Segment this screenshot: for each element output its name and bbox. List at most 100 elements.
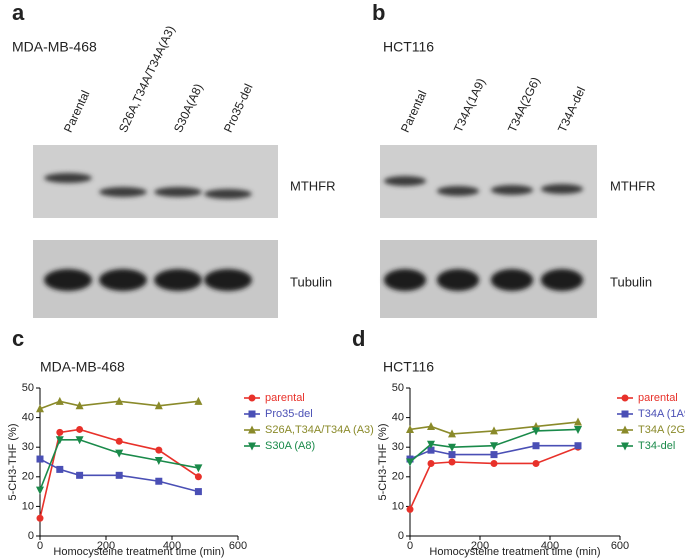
x-tick-label: 0 — [37, 540, 43, 552]
band-label: MTHFR — [290, 178, 336, 193]
data-point — [448, 429, 456, 438]
blot-title: MDA-MB-468 — [12, 39, 97, 55]
series-line — [409, 421, 579, 435]
y-tick-label: 0 — [28, 530, 34, 542]
data-point — [194, 488, 202, 496]
legend-label: T34A (1A9) — [638, 408, 685, 420]
legend-marker — [248, 425, 256, 434]
data-point — [574, 417, 582, 426]
data-point — [56, 428, 64, 436]
data-point — [406, 458, 414, 467]
data-point — [448, 443, 456, 452]
protein-band — [99, 269, 147, 291]
band-label: MTHFR — [610, 178, 656, 193]
x-tick-label: 400 — [163, 540, 181, 552]
series-line — [409, 428, 579, 463]
x-axis-label: Homocysteine treatment time (min) — [53, 546, 224, 558]
legend-label: S30A (A8) — [265, 440, 315, 452]
data-point — [406, 424, 414, 433]
data-point — [194, 473, 202, 481]
protein-band — [490, 269, 534, 291]
data-point — [75, 401, 84, 410]
legend-label: T34-del — [638, 440, 675, 452]
legend-marker — [621, 410, 629, 418]
data-point — [155, 446, 163, 454]
legend-marker — [621, 394, 629, 402]
protein-band — [204, 189, 252, 199]
y-tick-label: 10 — [22, 500, 34, 512]
data-point — [490, 442, 498, 451]
data-point — [56, 465, 64, 473]
band-label: Tubulin — [290, 274, 332, 289]
band-label: Tubulin — [610, 274, 652, 289]
data-point — [532, 427, 540, 436]
x-tick-label: 400 — [541, 540, 559, 552]
data-point — [406, 505, 414, 513]
panel-label: a — [12, 0, 25, 25]
protein-band — [154, 269, 202, 291]
lane-label: Pro35-del — [221, 82, 256, 135]
legend-label: S26A,T34A/T34A (A3) — [265, 424, 374, 436]
data-point — [55, 436, 64, 445]
y-tick-label: 20 — [22, 471, 34, 483]
protein-band — [383, 176, 427, 186]
y-tick-label: 40 — [22, 412, 34, 424]
protein-band — [540, 184, 584, 194]
legend-marker — [621, 425, 629, 434]
legend-label: T34A (2G6) — [638, 424, 685, 436]
y-axis-label: 5-CH3-THF (%) — [7, 424, 19, 501]
legend-label: parental — [265, 392, 305, 404]
x-tick-label: 600 — [611, 540, 629, 552]
data-point — [448, 451, 456, 459]
series-line — [39, 439, 199, 491]
protein-band — [436, 269, 480, 291]
lane-label: T34A(1A9) — [451, 76, 488, 135]
legend-marker — [248, 410, 256, 418]
legend-marker — [621, 442, 629, 451]
data-point — [427, 440, 435, 449]
protein-band — [99, 187, 147, 197]
protein-band — [490, 185, 534, 195]
data-point — [532, 459, 540, 467]
data-point — [36, 455, 44, 463]
panel-label: b — [372, 0, 385, 25]
protein-band — [436, 186, 480, 196]
data-point — [55, 396, 64, 405]
data-point — [427, 459, 435, 467]
chart-title: HCT116 — [383, 359, 434, 375]
x-tick-label: 0 — [407, 540, 413, 552]
data-point — [427, 446, 435, 454]
protein-band — [44, 173, 92, 183]
legend-marker — [248, 442, 256, 451]
data-point — [76, 471, 84, 479]
panel-label: d — [352, 326, 365, 351]
y-tick-label: 50 — [22, 382, 34, 394]
data-point — [427, 421, 435, 430]
data-point — [154, 401, 163, 410]
data-point — [36, 514, 44, 522]
data-point — [155, 477, 163, 485]
data-point — [76, 425, 84, 433]
lane-label: T34A-del — [555, 85, 588, 135]
x-tick-label: 200 — [97, 540, 115, 552]
x-tick-label: 200 — [471, 540, 489, 552]
y-tick-label: 10 — [392, 500, 404, 512]
lane-label: Parental — [61, 88, 93, 134]
protein-band — [44, 269, 92, 291]
y-axis-label: 5-CH3-THF (%) — [377, 424, 389, 501]
blot-title: HCT116 — [383, 39, 434, 55]
data-point — [490, 451, 498, 459]
lane-label: Parental — [398, 88, 430, 134]
legend-label: parental — [638, 392, 678, 404]
data-point — [490, 426, 498, 435]
data-point — [574, 425, 582, 434]
legend-label: Pro35-del — [265, 408, 313, 420]
chart-title: MDA-MB-468 — [40, 359, 125, 375]
x-axis-label: Homocysteine treatment time (min) — [429, 546, 600, 558]
x-tick-label: 600 — [229, 540, 247, 552]
protein-band — [383, 269, 427, 291]
data-point — [194, 396, 203, 405]
y-tick-label: 30 — [22, 441, 34, 453]
